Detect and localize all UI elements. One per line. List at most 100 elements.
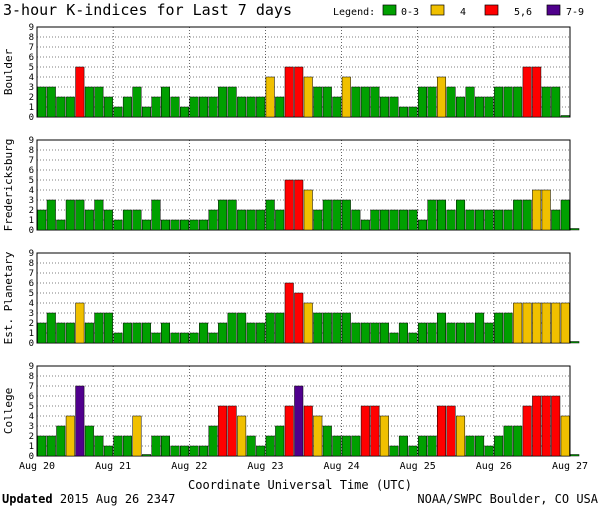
- k-bar: [75, 66, 85, 118]
- k-bar: [551, 395, 561, 457]
- y-tick-label: 0: [29, 452, 34, 462]
- k-bar: [570, 228, 580, 231]
- k-bar: [351, 86, 361, 118]
- k-bar: [46, 312, 56, 344]
- k-bar: [379, 322, 389, 344]
- k-bar: [227, 312, 237, 344]
- k-bar: [56, 425, 66, 457]
- y-tick-label: 1: [29, 442, 34, 452]
- k-bar: [408, 445, 418, 457]
- k-bar: [227, 405, 237, 457]
- y-tick-label: 9: [29, 362, 34, 372]
- k-bar: [484, 445, 494, 457]
- k-bar: [180, 106, 190, 118]
- k-bar: [227, 199, 237, 231]
- x-tick-label: Aug 27: [552, 461, 588, 472]
- k-bar: [360, 405, 370, 457]
- k-bar: [46, 199, 56, 231]
- panel-label: College: [2, 388, 15, 434]
- k-bar: [189, 332, 199, 344]
- k-bar: [256, 209, 266, 231]
- k-bar: [322, 199, 332, 231]
- legend: Legend: 0-3 4 5,6 7-9: [333, 4, 584, 18]
- k-bar: [56, 219, 66, 231]
- k-bar: [417, 435, 427, 457]
- k-bar: [456, 96, 466, 118]
- k-bar: [551, 209, 561, 231]
- k-bar: [351, 322, 361, 344]
- k-bar: [408, 209, 418, 231]
- k-bar: [456, 322, 466, 344]
- legend-swatch-0-3: [382, 4, 397, 16]
- k-bar: [475, 312, 485, 344]
- legend-label-7-9: 7-9: [566, 7, 584, 18]
- k-bar: [313, 86, 323, 118]
- y-tick-label: 8: [29, 259, 34, 269]
- k-bar: [332, 435, 342, 457]
- k-bar: [541, 189, 551, 231]
- k-bar: [208, 332, 218, 344]
- k-bar: [227, 86, 237, 118]
- k-bar: [427, 199, 437, 231]
- k-bar: [199, 322, 209, 344]
- k-bar: [560, 302, 570, 344]
- k-bar: [427, 435, 437, 457]
- k-bar: [141, 219, 151, 231]
- k-bar: [284, 66, 294, 118]
- k-bar: [360, 322, 370, 344]
- k-bar: [437, 405, 447, 457]
- k-bar: [132, 209, 142, 231]
- k-bar: [341, 312, 351, 344]
- k-bar: [494, 86, 504, 118]
- y-tick-label: 5: [29, 402, 34, 412]
- k-bar: [65, 96, 75, 118]
- panel-label: Est. Planetary: [2, 251, 15, 344]
- k-bar: [503, 86, 513, 118]
- y-tick-label: 9: [29, 136, 34, 146]
- k-bar: [379, 209, 389, 231]
- k-bar: [246, 322, 256, 344]
- x-tick-label: Aug 21: [95, 461, 131, 472]
- k-bar: [237, 209, 247, 231]
- k-bar: [84, 425, 94, 457]
- y-tick-label: 2: [29, 93, 34, 103]
- k-bar: [65, 322, 75, 344]
- y-tick-label: 8: [29, 33, 34, 43]
- y-tick-label: 2: [29, 206, 34, 216]
- k-bar: [132, 86, 142, 118]
- y-tick-label: 6: [29, 53, 34, 63]
- k-bar: [389, 96, 399, 118]
- k-bar: [541, 86, 551, 118]
- k-bar: [494, 209, 504, 231]
- y-tick-label: 5: [29, 289, 34, 299]
- k-bar: [370, 322, 380, 344]
- k-bar: [398, 106, 408, 118]
- k-bar: [237, 415, 247, 457]
- k-bar: [275, 312, 285, 344]
- k-bar: [437, 76, 447, 118]
- k-bar: [208, 209, 218, 231]
- k-bar: [132, 322, 142, 344]
- k-bar: [151, 435, 161, 457]
- y-tick-label: 1: [29, 103, 34, 113]
- k-bar: [256, 445, 266, 457]
- k-bar: [303, 189, 313, 231]
- k-bar: [513, 86, 523, 118]
- y-tick-label: 5: [29, 63, 34, 73]
- k-bar: [494, 312, 504, 344]
- k-bar: [360, 86, 370, 118]
- k-bar: [199, 219, 209, 231]
- k-bar: [560, 199, 570, 231]
- k-bar: [294, 179, 304, 231]
- k-bar: [532, 189, 542, 231]
- y-tick-label: 3: [29, 309, 34, 319]
- footer-credit: NOAA/SWPC Boulder, CO USA: [417, 492, 598, 506]
- k-bar: [417, 322, 427, 344]
- y-tick-label: 9: [29, 23, 34, 33]
- k-bar: [303, 405, 313, 457]
- k-bar: [237, 312, 247, 344]
- x-tick-label: Aug 20: [19, 461, 55, 472]
- k-bar: [151, 332, 161, 344]
- k-bar: [199, 445, 209, 457]
- k-bar: [417, 219, 427, 231]
